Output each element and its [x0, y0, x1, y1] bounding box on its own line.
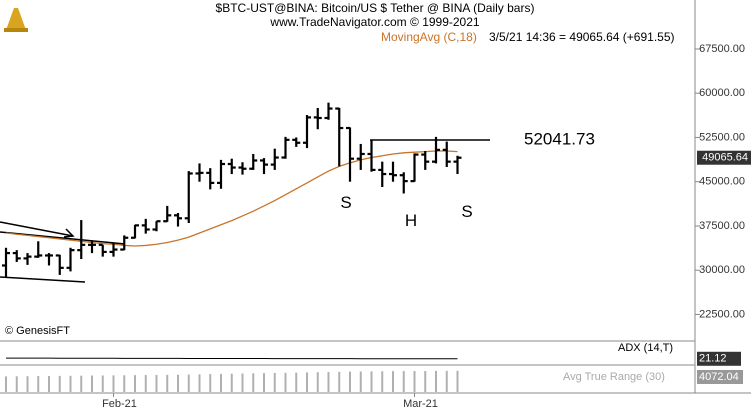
- atr-value-box: [697, 370, 743, 384]
- y-tick-label: 45000.00: [699, 176, 745, 188]
- logo: [4, 8, 28, 32]
- y-tick-label: 67500.00: [699, 43, 745, 55]
- y-tick-label: 60000.00: [699, 87, 745, 99]
- y-tick-label: 37500.00: [699, 220, 745, 232]
- status-line: 3/5/21 14:36 = 49065.64 (+691.55): [489, 30, 675, 44]
- last-price-box: [697, 150, 751, 165]
- y-tick-label: 22500.00: [699, 308, 745, 320]
- copyright: © GenesisFT: [5, 325, 70, 337]
- pattern-label: S: [461, 202, 472, 221]
- legend-entry: MovingAvg (C,18): [381, 30, 477, 44]
- chart-subtitle: www.TradeNavigator.com © 1999-2021: [269, 15, 479, 29]
- chart-title: $BTC-UST@BINA: Bitcoin/US $ Tether @ BIN…: [216, 1, 535, 15]
- adx-value-box: [697, 351, 741, 366]
- panel-label: ADX (14,T): [618, 342, 673, 354]
- trendlines: [0, 139, 490, 283]
- adx-value-label: 21.12: [699, 353, 727, 365]
- x-tick-label: Mar-21: [403, 398, 438, 410]
- x-tick-label: Feb-21: [102, 398, 137, 410]
- pattern-label: H: [405, 211, 417, 230]
- annotation: 52041.73: [524, 130, 595, 149]
- y-tick-label: 52500.00: [699, 131, 745, 143]
- adx-line: [5, 357, 458, 360]
- pattern-label: S: [340, 193, 351, 212]
- pattern-label: S: [0, 175, 1, 194]
- atr-value-label: 4072.04: [699, 371, 739, 383]
- y-tick-label: 30000.00: [699, 264, 745, 276]
- panel-label: Avg True Range (30): [563, 371, 665, 383]
- last-price-label: 49065.64: [702, 152, 748, 164]
